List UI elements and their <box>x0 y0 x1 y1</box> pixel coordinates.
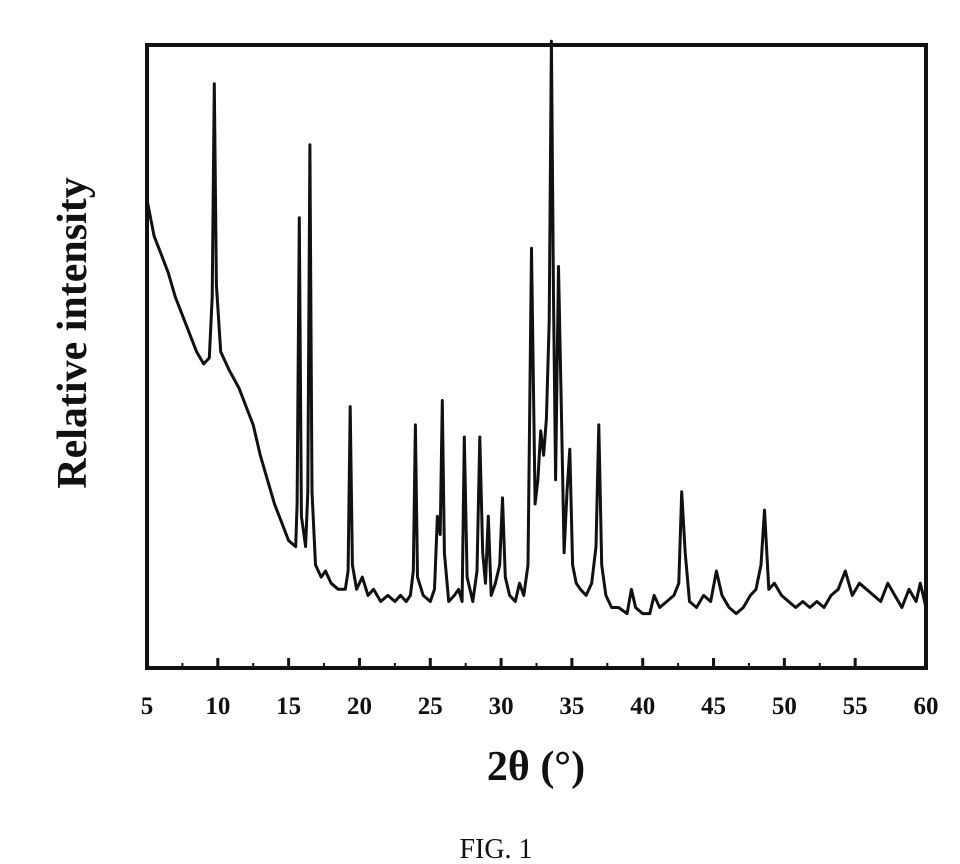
diffraction-trace-layer <box>145 39 928 616</box>
x-tick-label: 40 <box>630 693 655 720</box>
x-tick-label: 35 <box>559 693 584 720</box>
diffraction-series-0 <box>145 39 928 616</box>
x-tick-label: 10 <box>205 693 230 720</box>
x-tick-labels: 5 10 15 20 25 30 35 40 45 50 55 60 <box>141 693 939 720</box>
x-tick-label: 15 <box>276 693 301 720</box>
x-tick-label: 30 <box>489 693 514 720</box>
y-axis-title: Relative intensity <box>50 177 96 488</box>
x-tick-label: 5 <box>141 693 154 720</box>
x-axis-title: 2θ (°) <box>487 744 585 790</box>
x-tick-label: 45 <box>701 693 726 720</box>
x-tick-label: 50 <box>772 693 797 720</box>
x-tick-label: 55 <box>843 693 868 720</box>
plot-frame <box>145 43 928 670</box>
x-tick-label: 25 <box>418 693 443 720</box>
x-tick-label: 20 <box>347 693 372 720</box>
figure-caption: FIG. 1 <box>459 834 532 864</box>
x-tick-marks <box>145 658 928 668</box>
x-tick-label: 60 <box>914 693 939 720</box>
